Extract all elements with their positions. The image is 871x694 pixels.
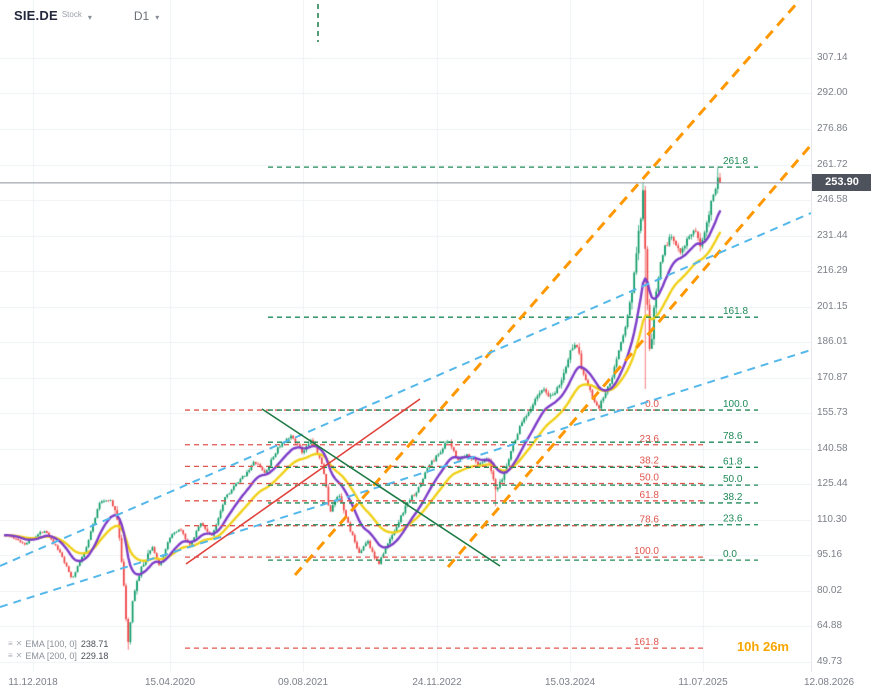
timeframe-dropdown-caret[interactable]: ▾ (155, 13, 160, 22)
chart-plot-area[interactable]: 0.0 23.6 38.2 50.0 61.8 78.6 100.0 161.8 261.8 16… (0, 0, 811, 672)
price-axis[interactable]: 253.90 307.14 292.00 276.86 261.72 246.58 231… (811, 0, 871, 672)
price-tick: 125.44 (817, 478, 848, 490)
indicator-legend-row: ≡ ✕ EMA [100, 0] 238.71 (8, 638, 108, 650)
time-axis[interactable]: 11.12.2018 15.04.2020 09.08.2021 24.11.2022… (0, 672, 871, 694)
price-tick: 140.58 (817, 442, 848, 454)
price-tick: 231.44 (817, 229, 848, 241)
candlestick-canvas[interactable] (0, 0, 811, 672)
price-tick: 276.86 (817, 122, 848, 134)
price-tick: 292.00 (817, 87, 848, 99)
indicator-menu-icon[interactable]: ≡ (8, 651, 13, 660)
time-tick: 24.11.2022 (412, 677, 462, 688)
instrument-type-label: Stock (61, 10, 82, 19)
price-tick: 186.01 (817, 336, 848, 348)
symbol-name[interactable]: SIE.DE (14, 8, 58, 23)
price-tick: 307.14 (817, 51, 848, 63)
indicator-name: EMA [100, 0] (25, 639, 77, 649)
indicator-name: EMA [200, 0] (25, 651, 77, 661)
indicator-menu-icon[interactable]: ≡ (8, 639, 13, 648)
candle-countdown: 10h 26m (736, 639, 789, 654)
time-tick: 09.08.2021 (277, 677, 329, 688)
indicator-remove-icon[interactable]: ✕ (15, 651, 23, 660)
indicator-legend-row: ≡ ✕ EMA [200, 0] 229.18 (8, 650, 108, 662)
indicator-legend: ≡ ✕ EMA [100, 0] 238.71 ≡ ✕ EMA [200, 0] 229.18 (8, 638, 108, 662)
timeframe-value[interactable]: D1 (133, 9, 150, 23)
time-tick: 15.03.2024 (544, 677, 596, 688)
price-tick: 246.58 (817, 194, 848, 205)
symbol-bar: SIE.DE Stock ▾ D1 ▾ (14, 8, 159, 23)
price-tick: 261.72 (817, 158, 848, 170)
time-tick: 11.07.2025 (678, 677, 728, 688)
price-tick: 49.73 (817, 655, 843, 667)
time-tick: 15.04.2020 (144, 677, 196, 688)
price-tick: 80.02 (817, 584, 843, 596)
indicator-remove-icon[interactable]: ✕ (15, 639, 23, 648)
price-tick: 95.16 (817, 549, 843, 561)
price-tick: 170.87 (817, 371, 848, 383)
price-tick: 64.88 (817, 620, 843, 632)
symbol-dropdown-caret[interactable]: ▾ (87, 13, 92, 22)
price-tick: 216.29 (817, 265, 848, 277)
indicator-value: 229.18 (80, 651, 109, 661)
time-tick: 12.08.2026 (803, 677, 855, 688)
current-price-badge: 253.90 (812, 174, 871, 192)
indicator-value: 238.71 (80, 639, 109, 649)
time-tick: 11.12.2018 (8, 677, 58, 688)
price-tick: 155.73 (817, 407, 848, 419)
price-tick: 110.30 (817, 513, 847, 525)
price-tick: 201.15 (817, 300, 848, 312)
